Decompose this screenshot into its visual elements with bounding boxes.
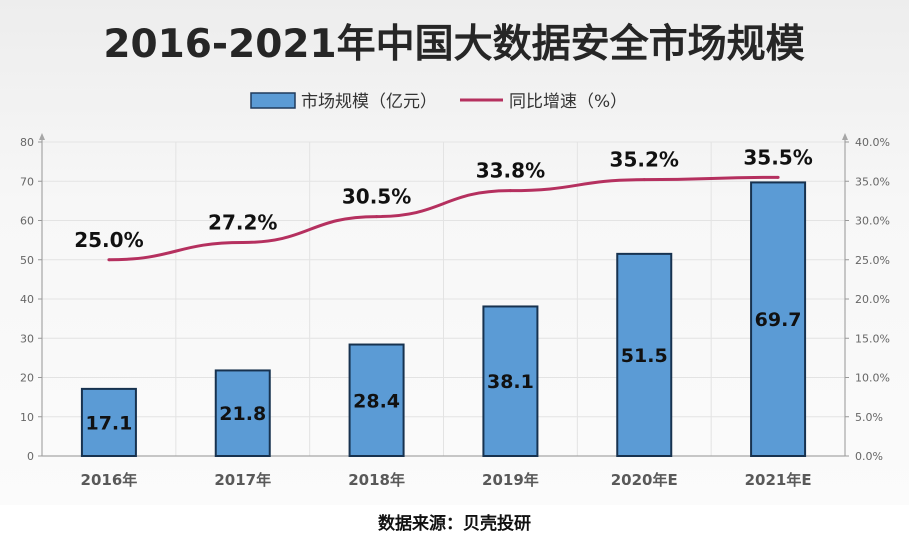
- x-tick-label: 2020年E: [611, 471, 678, 489]
- y-left-tick-label: 40: [20, 293, 34, 306]
- bar-label: 28.4: [353, 390, 400, 412]
- line-point: [777, 176, 780, 179]
- y-axis-right-ticks: 0.0% 5.0% 10.0% 15.0% 20.0% 25.0% 30.0% 35.0% 40…: [845, 136, 890, 463]
- x-tick-label: 2021年E: [745, 471, 812, 489]
- line-label: 25.0%: [74, 228, 143, 252]
- y-left-tick-label: 70: [20, 175, 34, 188]
- y-right-tick-label: 30.0%: [855, 215, 890, 228]
- chart: 2016-2021年中国大数据安全市场规模 市场规模（亿元） 同比增速（%） 0…: [0, 0, 909, 505]
- line-label: 35.2%: [610, 148, 679, 172]
- y-left-tick-label: 80: [20, 136, 34, 149]
- x-tick-label: 2016年: [81, 471, 138, 489]
- x-tick-label: 2018年: [348, 471, 405, 489]
- line-point: [509, 189, 512, 192]
- y-left-tick-label: 30: [20, 332, 34, 345]
- x-axis-ticks: 2016年 2017年 2018年 2019年 2020年E 2021年E: [81, 471, 812, 489]
- legend-swatch-bar: [251, 93, 295, 108]
- y-axis-left-arrow: [39, 133, 45, 140]
- line-label: 33.8%: [476, 159, 545, 183]
- y-left-tick-label: 20: [20, 372, 34, 385]
- x-tick-label: 2017年: [214, 471, 271, 489]
- y-right-tick-label: 10.0%: [855, 372, 890, 385]
- legend-label-bar: 市场规模（亿元）: [301, 92, 437, 112]
- line-point: [375, 215, 378, 218]
- data-source: 数据来源：贝壳投研: [0, 509, 909, 534]
- y-left-tick-label: 0: [27, 450, 34, 463]
- bar-label: 17.1: [85, 412, 132, 434]
- bar-label: 51.5: [621, 345, 668, 367]
- y-right-tick-label: 35.0%: [855, 175, 890, 188]
- y-left-tick-label: 50: [20, 254, 34, 267]
- line-label: 35.5%: [743, 145, 812, 169]
- y-right-tick-label: 0.0%: [855, 450, 883, 463]
- line-point: [107, 258, 110, 261]
- bar-label: 38.1: [487, 371, 534, 393]
- line-point: [241, 241, 244, 244]
- gridlines: [42, 142, 845, 456]
- x-tick-label: 2019年: [482, 471, 539, 489]
- y-right-tick-label: 25.0%: [855, 254, 890, 267]
- line-label: 30.5%: [342, 185, 411, 209]
- legend: 市场规模（亿元） 同比增速（%）: [251, 92, 627, 112]
- legend-label-line: 同比增速（%）: [509, 92, 627, 112]
- line-point: [643, 178, 646, 181]
- y-left-tick-label: 60: [20, 215, 34, 228]
- bar-label: 21.8: [219, 403, 266, 425]
- bar-label: 69.7: [755, 309, 802, 331]
- y-right-tick-label: 40.0%: [855, 136, 890, 149]
- y-axis-left-ticks: 0 10 20 30 40 50 60 70 80: [20, 136, 42, 463]
- y-axis-right-arrow: [842, 133, 848, 140]
- y-right-tick-label: 15.0%: [855, 332, 890, 345]
- chart-title: 2016-2021年中国大数据安全市场规模: [103, 22, 804, 67]
- line-label: 27.2%: [208, 210, 277, 234]
- y-right-tick-label: 20.0%: [855, 293, 890, 306]
- y-left-tick-label: 10: [20, 411, 34, 424]
- y-right-tick-label: 5.0%: [855, 411, 883, 424]
